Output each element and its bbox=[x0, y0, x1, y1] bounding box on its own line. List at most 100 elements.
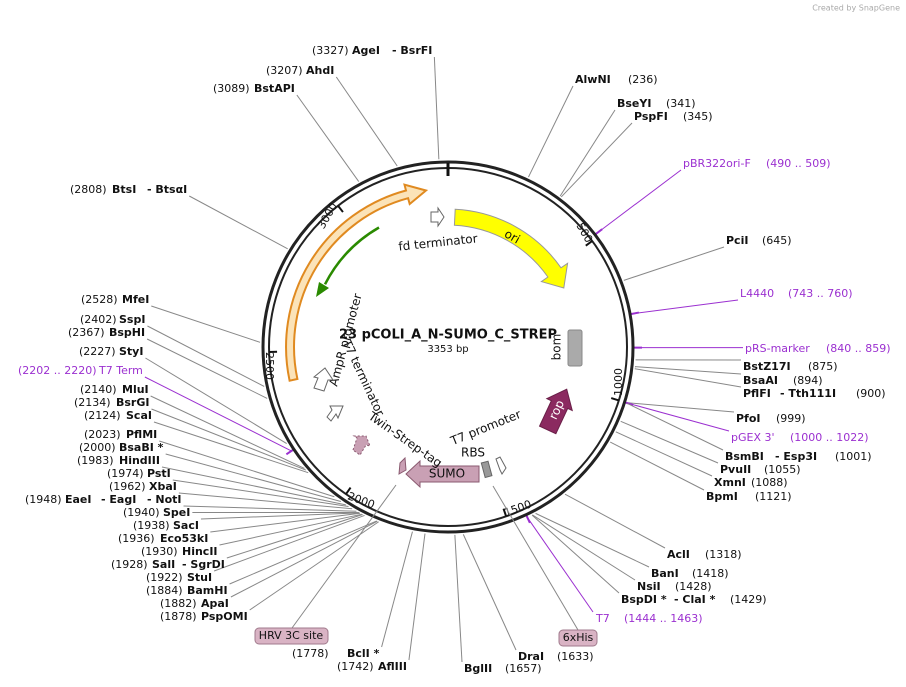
cut-site: (1001) bbox=[835, 450, 872, 463]
leader-line bbox=[609, 441, 705, 491]
enzyme-label: XmnI (1088) bbox=[714, 476, 788, 489]
leader-line bbox=[200, 512, 360, 520]
tag-line bbox=[492, 485, 579, 631]
cut-site: (1974) bbox=[107, 467, 144, 480]
enzyme-name: AclI bbox=[667, 548, 690, 561]
feature-label: pGEX 3' (1000 .. 1022) bbox=[731, 431, 869, 444]
enzyme-label: BpmI (1121) bbox=[706, 490, 792, 503]
enzyme-name: PflMI bbox=[126, 428, 157, 441]
leader-line bbox=[454, 534, 463, 663]
cut-site: (875) bbox=[808, 360, 838, 373]
cut-site: (345) bbox=[683, 110, 713, 123]
cut-site: (1633) bbox=[557, 650, 594, 663]
feature-range: (2202 .. 2220) bbox=[18, 364, 97, 377]
enzyme-label: (2528) MfeI bbox=[81, 293, 149, 306]
cut-site: (341) bbox=[666, 97, 696, 110]
cut-site: (2367) bbox=[68, 326, 105, 339]
leader-line bbox=[161, 466, 346, 506]
enzyme-label: (1878) PspOMI bbox=[160, 610, 248, 623]
leader-line bbox=[296, 94, 360, 182]
leader-line bbox=[146, 338, 268, 399]
leader-line bbox=[564, 493, 666, 549]
enzyme-label: (3327) AgeI - BsrFI bbox=[312, 44, 432, 57]
enzyme-name: BamHI bbox=[187, 584, 228, 597]
enzyme-label: (1930) HincII bbox=[141, 545, 218, 558]
orange-arc bbox=[285, 183, 429, 382]
enzyme-label: AlwNI (236) bbox=[575, 73, 658, 86]
leader-line bbox=[408, 533, 426, 661]
cut-site: (2134) bbox=[74, 396, 111, 409]
leader-line bbox=[559, 109, 616, 197]
rbs-box bbox=[480, 460, 493, 479]
leader-line bbox=[183, 505, 357, 512]
enzyme-name: - Tth111I bbox=[780, 387, 836, 400]
cut-site: (1121) bbox=[755, 490, 792, 503]
enzyme-name: - NotI bbox=[147, 493, 182, 506]
cut-site: (894) bbox=[793, 374, 823, 387]
enzyme-label: (2023) PflMI bbox=[84, 428, 157, 441]
cut-site: (1742) bbox=[337, 660, 374, 673]
leader-line bbox=[433, 56, 440, 160]
leader-line bbox=[462, 534, 517, 651]
enzyme-name: HincII bbox=[182, 545, 218, 558]
enzyme-name: - Esp3I bbox=[775, 450, 817, 463]
tag-label: HRV 3C site bbox=[259, 629, 324, 642]
enzyme-name: XmnI bbox=[714, 476, 746, 489]
enzyme-label: PflFI - Tth111I (900) bbox=[743, 387, 886, 400]
feature-label: T7 (1444 .. 1463) bbox=[595, 612, 703, 625]
leader-line bbox=[150, 395, 305, 469]
leader-line bbox=[145, 357, 287, 444]
cut-site: (1948) bbox=[25, 493, 62, 506]
site-labels: (3327) AgeI - BsrFI(3207) AhdI(3089) BstAPI(… bbox=[18, 44, 891, 675]
leader-line bbox=[531, 514, 620, 594]
feature-label: RBS bbox=[461, 446, 485, 460]
enzyme-name: PspFI bbox=[634, 110, 668, 123]
leader-line bbox=[535, 512, 650, 568]
enzyme-label: (3207) AhdI bbox=[266, 64, 334, 77]
ruler-tick bbox=[585, 240, 593, 247]
enzyme-label: (1940) SpeI bbox=[123, 506, 190, 519]
enzyme-name: - SgrDI bbox=[182, 558, 225, 571]
leader-line bbox=[230, 520, 378, 598]
enzyme-name: BclI * bbox=[347, 647, 380, 660]
enzyme-name: - EagI bbox=[101, 493, 136, 506]
cut-site: (1922) bbox=[146, 571, 183, 584]
feature-name: pGEX 3' bbox=[731, 431, 775, 444]
enzyme-name: MfeI bbox=[122, 293, 149, 306]
enzyme-label: AclI (1318) bbox=[667, 548, 742, 561]
enzyme-name: SpeI bbox=[163, 506, 190, 519]
twin-strep-arrow bbox=[398, 456, 407, 475]
enzyme-label: (1938) SacI bbox=[133, 519, 199, 532]
leader-line bbox=[335, 76, 398, 167]
cut-site: (645) bbox=[762, 234, 792, 247]
enzyme-name: SacI bbox=[173, 519, 199, 532]
cut-site: (900) bbox=[856, 387, 886, 400]
ruler-tick bbox=[502, 508, 508, 517]
enzyme-label: PciI (645) bbox=[726, 234, 792, 247]
enzyme-label: BseYI (341) bbox=[617, 97, 696, 110]
cut-site: (1938) bbox=[133, 519, 170, 532]
leader-line bbox=[147, 325, 265, 387]
cut-site: (1962) bbox=[109, 480, 146, 493]
feature-range: (743 .. 760) bbox=[788, 287, 853, 300]
enzyme-label: (2000) BsaBI * bbox=[79, 441, 164, 454]
leader-line bbox=[560, 122, 633, 198]
leader-line bbox=[381, 531, 413, 648]
leader-line bbox=[219, 513, 363, 546]
enzyme-name: BstZ17I bbox=[743, 360, 791, 373]
enzyme-name: StyI bbox=[119, 345, 143, 358]
leader-line bbox=[526, 517, 594, 613]
leader-line bbox=[634, 366, 742, 375]
leader-line bbox=[627, 403, 724, 451]
cut-site: (2808) bbox=[70, 183, 107, 196]
enzyme-label: (2402) SspI bbox=[80, 313, 145, 326]
enzyme-name: PstI bbox=[147, 467, 171, 480]
feature-label: ori bbox=[502, 227, 523, 247]
enzyme-label: (1778) BclI * bbox=[292, 647, 380, 660]
cut-site: (1088) bbox=[751, 476, 788, 489]
enzyme-label: PfoI (999) bbox=[736, 412, 806, 425]
fd-terminator-arrow bbox=[430, 206, 445, 228]
cut-site: (236) bbox=[628, 73, 658, 86]
enzyme-label: (1884) BamHI bbox=[146, 584, 228, 597]
